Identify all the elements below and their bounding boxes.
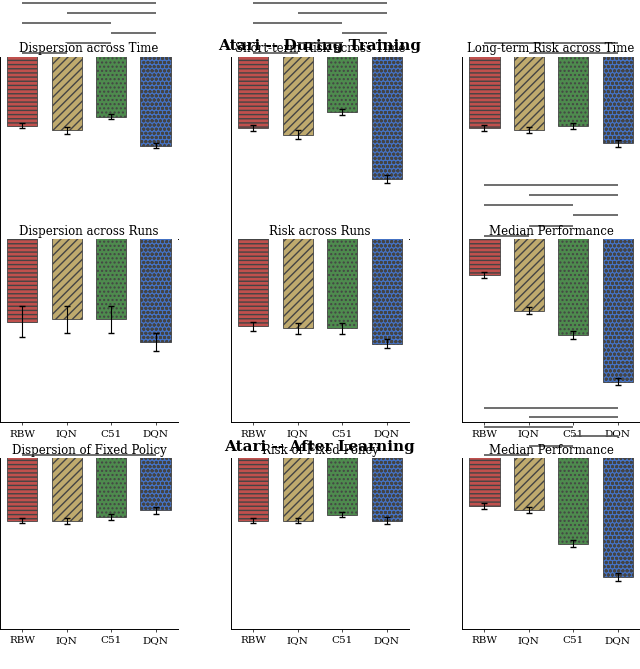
Bar [469, 438, 500, 506]
Title: Median Performance: Median Performance [489, 444, 614, 457]
Bar [327, 217, 357, 328]
Bar [372, 217, 402, 344]
Bar [514, 217, 544, 310]
Text: Atari -- After Learning: Atari -- After Learning [225, 440, 415, 454]
Bar [469, 34, 500, 128]
Bar [372, 438, 402, 520]
Bar [514, 438, 544, 510]
Title: Dispersion across Runs: Dispersion across Runs [19, 225, 159, 238]
Bar [558, 217, 588, 335]
Bar [52, 217, 82, 319]
Bar [558, 438, 588, 544]
Bar [283, 34, 313, 134]
Bar [469, 217, 500, 275]
Bar [52, 34, 82, 130]
Title: Risk across Runs: Risk across Runs [269, 225, 371, 238]
Bar [283, 438, 313, 520]
Text: Atari -- During Training: Atari -- During Training [218, 39, 422, 53]
Bar [603, 34, 633, 143]
Bar [140, 34, 171, 146]
Bar [514, 34, 544, 130]
Bar [7, 438, 37, 520]
Bar [372, 34, 402, 179]
Bar [7, 217, 37, 322]
Bar [140, 217, 171, 342]
Title: Dispersion across Time: Dispersion across Time [19, 42, 159, 56]
Title: Short-term Risk across Time: Short-term Risk across Time [235, 42, 405, 56]
Bar [603, 217, 633, 382]
Bar [52, 438, 82, 520]
Bar [283, 217, 313, 328]
Bar [238, 34, 268, 128]
Bar [140, 438, 171, 510]
Title: Median Performance: Median Performance [489, 225, 614, 238]
Bar [7, 34, 37, 126]
Bar [327, 438, 357, 514]
Title: Risk of Fixed Policy: Risk of Fixed Policy [262, 444, 378, 457]
Bar [558, 34, 588, 126]
Bar [96, 34, 126, 116]
Title: Dispersion of Fixed Policy: Dispersion of Fixed Policy [12, 444, 166, 457]
Bar [327, 34, 357, 112]
Bar [96, 217, 126, 319]
Bar [603, 438, 633, 577]
Bar [238, 217, 268, 326]
Title: Long-term Risk across Time: Long-term Risk across Time [467, 42, 635, 56]
Bar [238, 438, 268, 520]
Bar [96, 438, 126, 516]
